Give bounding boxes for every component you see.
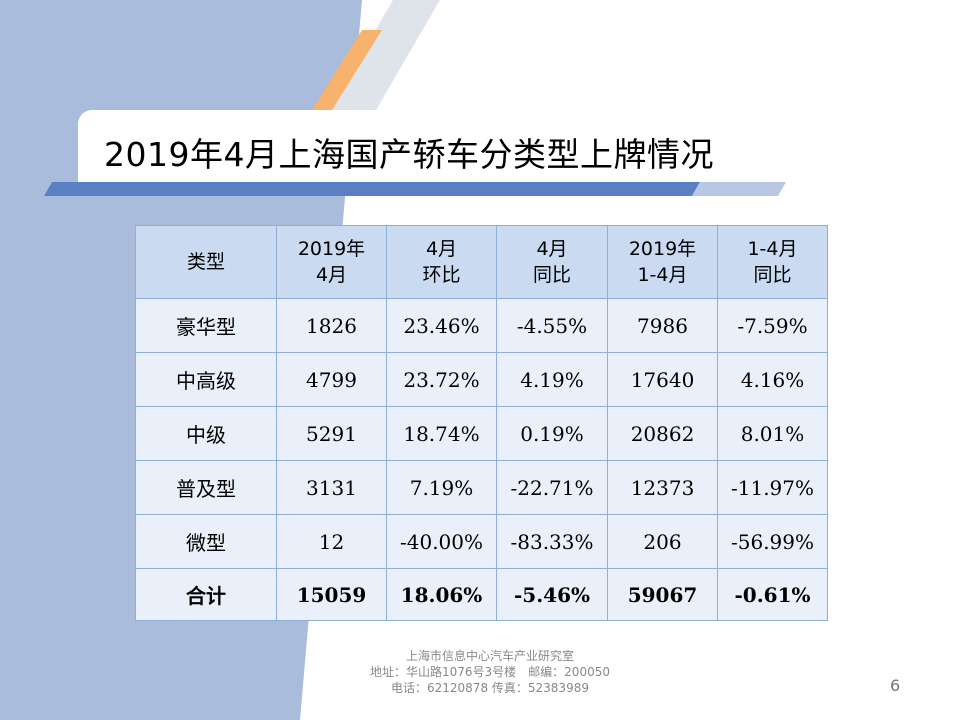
table-cell: 4.16% xyxy=(717,352,828,407)
table-cell: 18.74% xyxy=(386,406,497,461)
table-cell: 23.72% xyxy=(386,352,497,407)
orange-diagonal-stripe xyxy=(312,30,382,110)
column-header: 1-4月 同比 xyxy=(717,225,828,299)
table-cell: 0.19% xyxy=(496,406,608,461)
table-cell: -0.61% xyxy=(717,568,828,621)
table-cell: 7986 xyxy=(607,298,718,353)
table-cell: 7.19% xyxy=(386,460,497,515)
table-cell: -5.46% xyxy=(496,568,608,621)
registration-table: 类型 2019年 4月 4月 环比 4月 同比 2019年 1-4月 1-4月 同比 豪华型 1826… xyxy=(135,225,828,621)
row-type-cell: 普及型 xyxy=(135,460,277,515)
footer-address: 地址：华山路1076号3号楼 邮编：200050 xyxy=(370,665,610,679)
table-cell: 4799 xyxy=(276,352,387,407)
column-header: 4月 环比 xyxy=(386,225,497,299)
table-cell: 12 xyxy=(276,514,387,569)
footer-org: 上海市信息中心汽车产业研究室 xyxy=(405,649,574,663)
page-number: 6 xyxy=(890,676,901,695)
table-cell: -40.00% xyxy=(386,514,497,569)
table-cell: -22.71% xyxy=(496,460,608,515)
table-cell: -11.97% xyxy=(717,460,828,515)
row-type-cell: 中高级 xyxy=(135,352,277,407)
table-cell: -4.55% xyxy=(496,298,608,353)
table-cell: 8.01% xyxy=(717,406,828,461)
table-row: 中级 5291 18.74% 0.19% 20862 8.01% xyxy=(135,406,828,461)
table-cell: -56.99% xyxy=(717,514,828,569)
title-card xyxy=(78,110,960,196)
table-body: 豪华型 1826 23.46% -4.55% 7986 -7.59% 中高级 4799 23.7… xyxy=(135,298,828,621)
table-cell: 3131 xyxy=(276,460,387,515)
title-underline-dark xyxy=(44,182,700,196)
table-cell: 23.46% xyxy=(386,298,497,353)
table-row: 豪华型 1826 23.46% -4.55% 7986 -7.59% xyxy=(135,298,828,353)
table-cell: 4.19% xyxy=(496,352,608,407)
table-row: 普及型 3131 7.19% -22.71% 12373 -11.97% xyxy=(135,460,828,515)
table-cell: 206 xyxy=(607,514,718,569)
table-row: 微型 12 -40.00% -83.33% 206 -56.99% xyxy=(135,514,828,569)
table-cell: 59067 xyxy=(607,568,718,621)
table-cell: 12373 xyxy=(607,460,718,515)
table-cell: 1826 xyxy=(276,298,387,353)
table-cell: 17640 xyxy=(607,352,718,407)
table-row: 中高级 4799 23.72% 4.19% 17640 4.16% xyxy=(135,352,828,407)
row-type-cell: 合计 xyxy=(135,568,277,621)
title-underline-light xyxy=(692,182,786,196)
table-cell: -83.33% xyxy=(496,514,608,569)
column-header: 4月 同比 xyxy=(496,225,608,299)
footer-phone: 电话：62120878 传真：52383989 xyxy=(391,681,589,695)
column-header: 2019年 1-4月 xyxy=(607,225,718,299)
table-cell: 15059 xyxy=(276,568,387,621)
column-header: 类型 xyxy=(135,225,277,299)
row-type-cell: 微型 xyxy=(135,514,277,569)
table-cell: -7.59% xyxy=(717,298,828,353)
table-cell: 5291 xyxy=(276,406,387,461)
table-header-row: 类型 2019年 4月 4月 环比 4月 同比 2019年 1-4月 1-4月 同比 xyxy=(135,225,828,299)
slide-title: 2019年4月上海国产轿车分类型上牌情况 xyxy=(104,135,714,174)
gray-diagonal-stripe xyxy=(329,0,440,110)
table-total-row: 合计 15059 18.06% -5.46% 59067 -0.61% xyxy=(135,568,828,621)
footer: 上海市信息中心汽车产业研究室 地址：华山路1076号3号楼 邮编：200050 … xyxy=(300,648,680,696)
row-type-cell: 豪华型 xyxy=(135,298,277,353)
table-cell: 20862 xyxy=(607,406,718,461)
table-cell: 18.06% xyxy=(386,568,497,621)
row-type-cell: 中级 xyxy=(135,406,277,461)
column-header: 2019年 4月 xyxy=(276,225,387,299)
